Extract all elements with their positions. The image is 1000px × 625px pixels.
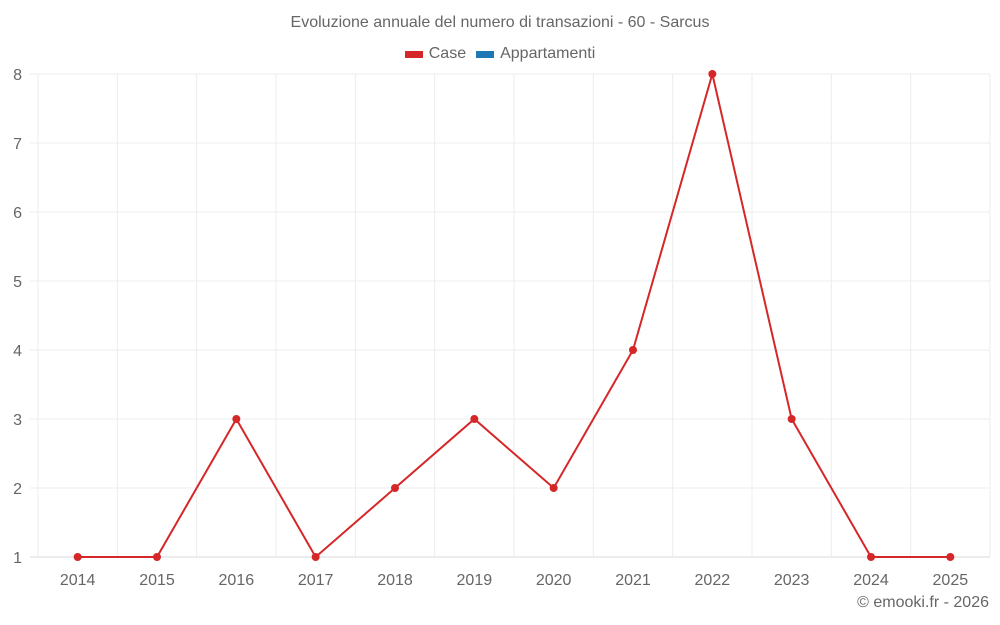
y-tick-label: 4 — [13, 343, 22, 360]
credit-text: © emooki.fr - 2026 — [857, 594, 989, 611]
y-tick-label: 2 — [13, 481, 22, 498]
x-tick-label: 2024 — [853, 572, 889, 589]
legend-item-appartamenti[interactable]: Appartamenti — [476, 45, 595, 63]
y-tick-label: 8 — [13, 67, 22, 84]
legend: Case Appartamenti — [0, 45, 1000, 63]
data-point — [232, 415, 241, 423]
x-tick-label: 2022 — [695, 572, 731, 589]
data-point — [629, 346, 637, 354]
x-tick-label: 2019 — [457, 572, 493, 589]
legend-swatch-case — [404, 50, 423, 58]
data-point — [470, 415, 479, 423]
y-tick-label: 5 — [13, 274, 22, 291]
legend-item-case[interactable]: Case — [404, 45, 467, 63]
data-point — [867, 553, 875, 561]
chart-title: Evoluzione annuale del numero di transaz… — [290, 14, 710, 31]
series-line-case — [77, 70, 951, 559]
x-tick-label: 2021 — [615, 572, 651, 589]
x-tick-label: 2023 — [774, 572, 810, 589]
x-tick-label: 2017 — [298, 572, 334, 589]
legend-label-appartamenti: Appartamenti — [500, 45, 596, 62]
y-tick-label: 3 — [13, 412, 22, 429]
y-tick-label: 7 — [13, 136, 22, 153]
legend-label-case: Case — [428, 45, 467, 62]
data-point — [311, 553, 320, 561]
y-tick-label: 1 — [13, 550, 22, 567]
x-tick-label: 2018 — [377, 572, 413, 589]
data-point — [946, 553, 955, 561]
data-point — [787, 415, 796, 423]
x-tick-label: 2016 — [219, 572, 255, 589]
x-tick-label: 2014 — [60, 572, 96, 589]
data-point — [391, 484, 399, 492]
data-point — [549, 484, 558, 492]
x-tick-label: 2025 — [933, 572, 969, 589]
data-point — [708, 70, 717, 78]
x-tick-label: 2020 — [536, 572, 572, 589]
x-tick-label: 2015 — [139, 572, 175, 589]
y-tick-label: 6 — [13, 205, 22, 222]
data-point — [153, 553, 161, 561]
legend-swatch-appartamenti — [476, 50, 495, 58]
data-point — [73, 553, 82, 561]
